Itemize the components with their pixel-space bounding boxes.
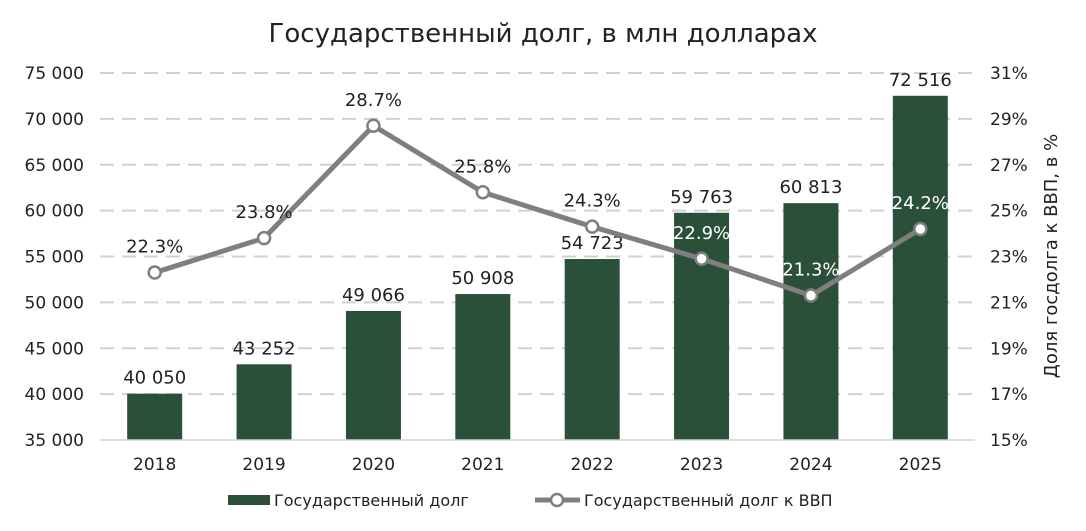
x-tick-label: 2025	[899, 455, 942, 475]
x-tick-label: 2023	[680, 455, 723, 475]
left-tick-label: 45 000	[25, 339, 84, 359]
line-data-label: 21.3%	[782, 259, 839, 280]
bar-data-label: 54 723	[561, 233, 624, 254]
bar-data-label: 50 908	[451, 268, 514, 289]
right-tick-label: 17%	[990, 385, 1028, 405]
line-data-label: 24.2%	[892, 193, 949, 214]
bar-data-label: 43 252	[233, 338, 296, 359]
line-point	[475, 185, 491, 200]
x-tick-label: 2019	[242, 455, 285, 475]
x-tick-label: 2021	[461, 455, 504, 475]
right-tick-label: 27%	[990, 156, 1028, 176]
line-point	[366, 118, 381, 134]
bar-data-label: 60 813	[779, 177, 842, 198]
legend-bar-label: Государственный долг	[274, 491, 469, 510]
legend-bar-swatch	[228, 495, 270, 505]
x-tick-label: 2024	[789, 455, 832, 475]
bar	[564, 259, 620, 440]
bar	[783, 203, 839, 440]
bar	[236, 364, 292, 440]
bar	[674, 212, 730, 440]
bar-data-label: 59 763	[670, 187, 733, 208]
right-tick-label: 19%	[990, 339, 1028, 359]
line-point	[584, 219, 600, 234]
line-data-label: 23.8%	[235, 202, 292, 223]
line-data-label: 22.3%	[126, 237, 183, 258]
right-axis-label: Доля госдолга к ВВП, в %	[1041, 134, 1062, 378]
x-tick-label: 2018	[133, 455, 176, 475]
line-data-label: 28.7%	[345, 90, 402, 111]
right-tick-label: 21%	[990, 293, 1028, 313]
left-tick-label: 65 000	[25, 156, 84, 176]
bar	[127, 393, 183, 440]
line-point	[147, 265, 162, 280]
bar	[455, 294, 511, 440]
left-tick-label: 70 000	[25, 110, 84, 130]
left-tick-label: 40 000	[25, 385, 84, 405]
line-data-label: 24.3%	[564, 191, 621, 212]
left-tick-label: 55 000	[25, 248, 84, 268]
line-point	[256, 230, 272, 246]
left-tick-label: 50 000	[25, 293, 84, 313]
x-tick-label: 2022	[571, 455, 614, 475]
right-tick-label: 23%	[990, 248, 1028, 268]
ratio-line	[153, 123, 922, 298]
line-point	[913, 221, 928, 237]
legend-line-label: Государственный долг к ВВП	[584, 491, 833, 510]
legend-line-marker	[549, 492, 565, 508]
line-point	[803, 288, 819, 303]
right-tick-label: 15%	[990, 431, 1028, 451]
right-tick-label: 29%	[990, 110, 1028, 130]
right-tick-label: 31%	[990, 64, 1028, 84]
x-tick-label: 2020	[352, 455, 395, 475]
bar-data-label: 40 050	[123, 368, 186, 389]
left-tick-label: 60 000	[25, 202, 84, 222]
line-point	[694, 251, 709, 267]
chart-title: Государственный долг, в млн долларах	[269, 19, 818, 49]
legend: Государственный долг Государственный долг…	[228, 491, 833, 510]
line-data-label: 25.8%	[454, 156, 511, 177]
left-tick-label: 35 000	[25, 431, 84, 451]
line-data-label: 22.9%	[673, 223, 730, 244]
bar-data-label: 72 516	[889, 70, 952, 91]
right-tick-label: 25%	[990, 202, 1028, 222]
bar	[345, 310, 401, 440]
left-tick-label: 75 000	[25, 64, 84, 84]
bar-data-label: 49 066	[342, 285, 405, 306]
bar	[892, 95, 948, 440]
